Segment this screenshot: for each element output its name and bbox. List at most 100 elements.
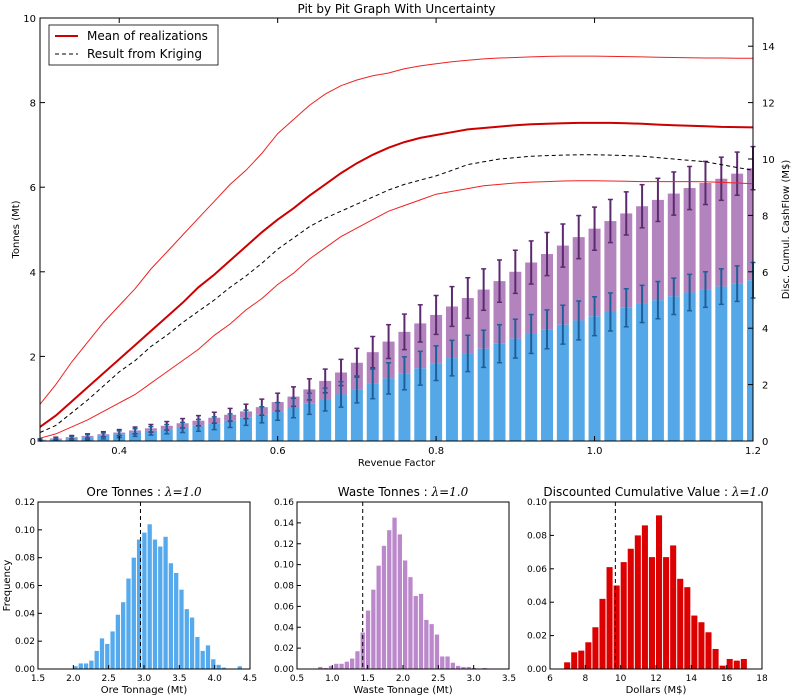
- y-axis-label: Tonnes (Mt): [11, 200, 22, 259]
- hist-title-math: λ=1.0: [431, 485, 469, 499]
- x-axis-label: Ore Tonnage (Mt): [101, 685, 188, 696]
- bar-ore: [192, 425, 205, 441]
- bar-ore: [398, 373, 411, 441]
- y2-tick-label: 14: [762, 42, 775, 53]
- bar-ore: [366, 383, 379, 441]
- hist-bar: [136, 539, 142, 669]
- bar-ore: [509, 338, 522, 441]
- hist-bar: [168, 563, 174, 669]
- hist-bar: [99, 638, 105, 669]
- hist-title-math: λ=1.0: [731, 485, 769, 499]
- hist-bar: [397, 534, 402, 669]
- y2-tick-label: 12: [762, 99, 775, 110]
- hist-bar: [740, 658, 747, 669]
- hist-bar: [418, 593, 424, 669]
- y2-tick-label: 2: [762, 381, 768, 392]
- x-tick-label: 4.5: [243, 674, 257, 684]
- x-tick-label: 2.5: [431, 674, 445, 684]
- bar-total: [541, 254, 554, 330]
- bar-ore: [430, 363, 443, 441]
- hist-bar: [110, 631, 115, 669]
- hist-bar: [564, 662, 571, 669]
- bar-ore: [414, 368, 427, 441]
- bar-total: [683, 188, 696, 293]
- bar-total: [651, 199, 664, 301]
- hist-bar: [620, 562, 627, 669]
- bar-ore: [493, 343, 506, 441]
- hist-bar: [179, 589, 184, 669]
- y-tick-label: 0.04: [15, 609, 35, 619]
- hist-bar: [94, 650, 99, 669]
- hist-bar: [726, 658, 733, 669]
- x-tick-label: 16: [721, 674, 733, 684]
- hist-bar: [691, 615, 698, 669]
- y2-tick-label: 0: [762, 437, 768, 448]
- hist-title-math: λ=1.0: [164, 485, 202, 499]
- bar-ore: [239, 417, 252, 441]
- y-tick-label: 6: [30, 183, 36, 194]
- hist-bar: [216, 664, 221, 669]
- y-tick-label: 0.00: [274, 665, 294, 675]
- bar-ore: [683, 292, 696, 441]
- hist-bar: [613, 585, 620, 669]
- hist-bar: [684, 587, 691, 669]
- y2-tick-label: 8: [762, 211, 768, 222]
- hist-bar: [115, 614, 121, 669]
- y-tick-label: 0.04: [274, 623, 294, 633]
- hist-bar: [339, 663, 344, 669]
- bar-ore: [350, 389, 363, 441]
- hist-bar: [344, 661, 349, 669]
- y-tick-label: 0.14: [274, 519, 294, 529]
- y-tick-label: 0.02: [527, 632, 547, 642]
- hist-bar: [126, 578, 131, 669]
- x-tick-label: 0.8: [428, 446, 444, 457]
- x-tick-label: 1.0: [587, 446, 603, 457]
- x-tick-label: 3.5: [502, 674, 516, 684]
- bar-ore: [445, 358, 458, 441]
- y-tick-label: 10: [23, 14, 36, 25]
- bar-ore: [255, 414, 268, 441]
- x-tick-label: 3.0: [137, 674, 152, 684]
- hist-bar: [328, 665, 334, 669]
- x-tick-label: 1.0: [325, 674, 340, 684]
- ore-histogram: Ore Tonnes : λ=1.0 1.5 2.0 2.5 3.0 3.5 4.0 4.5 0…: [2, 485, 257, 696]
- hist-bar: [121, 602, 126, 669]
- x-tick-label: 4.0: [208, 674, 223, 684]
- y-tick-label: 0: [30, 437, 36, 448]
- bar-total: [699, 182, 712, 290]
- plot-frame: [39, 17, 754, 442]
- hist-bar: [392, 517, 397, 669]
- hist-bar: [456, 665, 461, 669]
- y-tick-label: 4: [30, 268, 36, 279]
- x-tick-label: 2.0: [396, 674, 411, 684]
- hist-bar: [387, 530, 392, 669]
- bar-total: [477, 289, 490, 349]
- legend-label-kriging: Result from Kriging: [87, 47, 202, 61]
- hist-bar: [158, 546, 163, 669]
- bar-total: [588, 228, 601, 317]
- bar-ore: [572, 320, 585, 441]
- bar-total: [414, 323, 427, 369]
- hist-bar: [670, 545, 677, 669]
- hist-title-text: Ore Tonnes :: [86, 485, 164, 499]
- bar-ore: [160, 429, 173, 441]
- hist-bar: [578, 650, 585, 669]
- y-tick-label: 0.00: [15, 665, 35, 675]
- hist-bar: [174, 572, 179, 669]
- x-tick-label: 14: [686, 674, 698, 684]
- x-tick-label: 3.5: [172, 674, 186, 684]
- y-tick-label: 0.00: [527, 665, 547, 675]
- bar-total: [556, 245, 569, 325]
- hist-bar: [403, 560, 408, 669]
- y-tick-label: 0.02: [15, 637, 35, 647]
- y-tick-label: 0.12: [274, 540, 294, 550]
- y-axis-label: Frequency: [2, 560, 13, 612]
- x-tick-label: 1.5: [31, 674, 45, 684]
- hist-bar: [105, 643, 110, 669]
- x-tick-label: 12: [650, 674, 661, 684]
- bar-ore: [461, 353, 474, 441]
- hist-bar: [466, 666, 471, 669]
- bar-total: [636, 206, 649, 304]
- bar-ore: [335, 394, 348, 441]
- x-tick-label: 18: [756, 674, 768, 684]
